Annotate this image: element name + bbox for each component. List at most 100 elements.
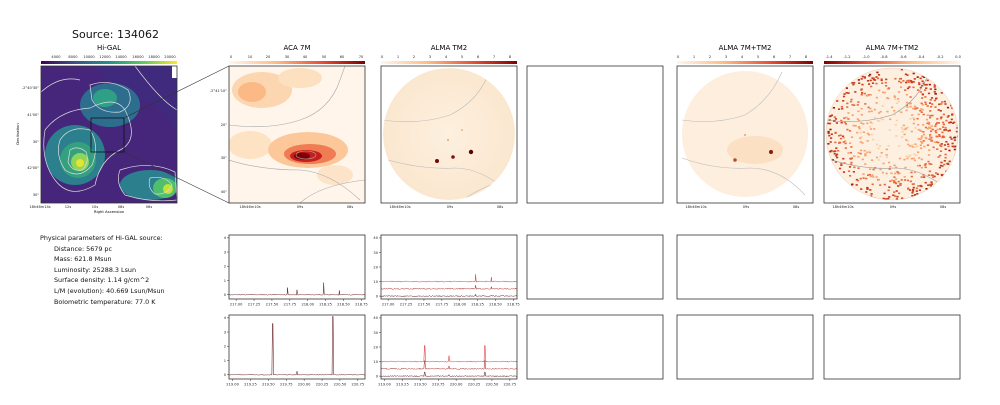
tm2-title: ALMA TM2 (431, 44, 468, 52)
residual-speckle (847, 118, 850, 120)
spectrum-line (380, 274, 518, 283)
residual-speckle (872, 138, 875, 141)
residual-speckle (866, 132, 869, 135)
residual-speckle (878, 112, 881, 114)
residual-speckle (917, 151, 920, 153)
residual-speckle (943, 160, 946, 162)
y-tick-label: 30 (373, 251, 378, 255)
residual-speckle (894, 124, 897, 126)
residual-speckle (895, 102, 898, 104)
residual-speckle (943, 100, 946, 103)
residual-speckle (894, 182, 898, 185)
residual-speckle (935, 97, 938, 100)
residual-speckle (903, 158, 906, 161)
y-tick-label: 1 (224, 359, 226, 363)
residual-speckle (900, 179, 903, 181)
residual-speckle (936, 135, 939, 138)
residual-speckle (856, 104, 859, 106)
residual-speckle (845, 92, 848, 94)
residual-speckle (909, 117, 912, 120)
residual-speckle (850, 157, 853, 159)
x-tick-label: 219.50 (262, 383, 275, 387)
residual-speckle (931, 128, 934, 131)
y-tick-label: 10 (373, 280, 378, 284)
residual-speckle (915, 190, 918, 192)
residual-speckle (905, 104, 909, 107)
y-tick-label: 30 (373, 331, 378, 335)
residual-speckle (862, 173, 865, 175)
svg-text:42'00": 42'00" (27, 166, 39, 170)
x-tick-label: 218.50 (489, 303, 502, 307)
residual-speckle (887, 97, 890, 100)
residual-speckle (913, 118, 916, 121)
residual-speckle (912, 186, 915, 189)
residual-speckle (912, 157, 915, 160)
residual-speckle (929, 88, 932, 90)
residual-speckle (925, 188, 928, 190)
tm2-x-ticks: 18h46m10s 09s 08s (389, 205, 503, 209)
spectrum-line (380, 345, 518, 363)
residual-speckle (867, 133, 871, 136)
residual-speckle (846, 128, 849, 131)
residual-speckle (895, 190, 898, 192)
residual-speckle (866, 188, 869, 190)
residual-speckle (866, 140, 869, 142)
residual-speckle (925, 83, 928, 86)
svg-text:08s: 08s (793, 205, 800, 209)
residual-speckle (943, 136, 946, 138)
residual-speckle (920, 111, 923, 113)
residual-speckle (905, 101, 909, 104)
residual-speckle (856, 118, 859, 120)
residual-speckle (838, 108, 841, 110)
residual-speckle (842, 157, 845, 160)
residual-speckle (898, 110, 901, 112)
svg-text:40": 40" (221, 190, 228, 194)
residual-speckle (893, 109, 896, 112)
svg-text:09s: 09s (743, 205, 750, 209)
residual-speckle (906, 87, 910, 90)
svg-text:18h46m10s: 18h46m10s (685, 205, 706, 209)
residual-speckle (921, 109, 924, 111)
residual-speckle (861, 92, 864, 94)
residual-speckle (927, 174, 930, 176)
x-tick-label: 217.75 (436, 303, 449, 307)
residual-speckle (910, 81, 913, 84)
residual-speckle (834, 118, 837, 120)
residual-speckle (895, 119, 898, 122)
residual-speckle (912, 86, 915, 89)
svg-text:08s: 08s (940, 205, 947, 209)
residual-speckle (904, 89, 907, 91)
residual-speckle (930, 174, 933, 177)
svg-text:09s: 09s (890, 205, 897, 209)
residual-speckle (953, 145, 956, 148)
residual-speckle (915, 187, 918, 190)
residual-speckle (924, 103, 927, 105)
residual-speckle (929, 127, 932, 129)
residual-speckle (897, 100, 900, 103)
residual-speckle (913, 194, 917, 196)
svg-text:18h46m10s: 18h46m10s (239, 205, 260, 209)
residual-speckle (872, 77, 875, 80)
residual-speckle (928, 138, 931, 140)
residual-speckle (879, 110, 882, 113)
residual-speckle (853, 166, 856, 169)
x-tick-label: 218.00 (301, 303, 314, 307)
residual-speckle (863, 149, 866, 152)
empty-spectrum-panel (676, 234, 814, 300)
residual-speckle (932, 146, 935, 149)
svg-text:08s: 08s (118, 205, 125, 209)
svg-text:1: 1 (693, 55, 695, 59)
residual-speckle (869, 175, 872, 178)
residual-speckle (948, 160, 951, 163)
residual-speckle (877, 178, 880, 181)
residual-speckle (936, 122, 939, 124)
residual-speckle (922, 140, 925, 142)
residual-speckle (864, 154, 867, 157)
residual-speckle (943, 129, 946, 131)
residual-speckle (916, 107, 919, 109)
source-title: Source: 134062 (72, 28, 159, 41)
residual-speckle (916, 89, 920, 91)
residual-speckle (939, 117, 943, 120)
residual-speckle (897, 172, 900, 175)
residual-speckle (903, 179, 907, 181)
